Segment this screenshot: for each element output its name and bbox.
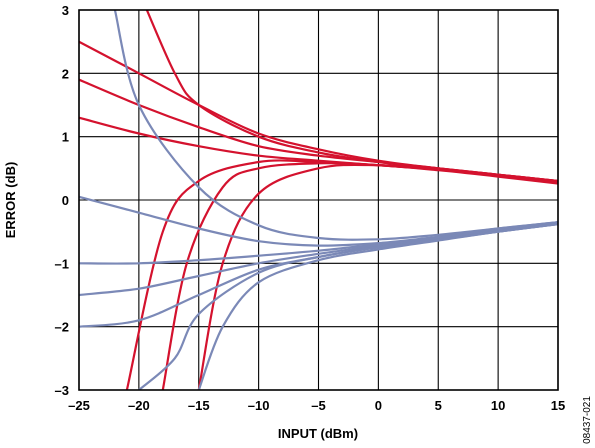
series-1-line bbox=[125, 159, 558, 390]
y-tick-label: 3 bbox=[62, 3, 69, 18]
series-2-line bbox=[79, 195, 558, 247]
x-tick-label: –20 bbox=[128, 398, 150, 413]
x-tick-label: –10 bbox=[248, 398, 270, 413]
plot-frame bbox=[78, 9, 559, 391]
x-axis-label: INPUT (dBm) bbox=[278, 426, 358, 441]
y-tick-label: 1 bbox=[62, 130, 69, 145]
x-tick-label: –5 bbox=[311, 398, 325, 413]
y-tick-label: 0 bbox=[62, 193, 69, 208]
figure-id: 08437-021 bbox=[582, 396, 593, 444]
series-1-line bbox=[79, 78, 558, 183]
y-tick-label: 2 bbox=[62, 66, 69, 81]
series-1-line bbox=[197, 163, 558, 390]
series-2-line bbox=[79, 221, 558, 297]
x-tick-label: –15 bbox=[188, 398, 210, 413]
y-axis-label: ERROR (dB) bbox=[3, 162, 18, 239]
y-tick-label: –1 bbox=[55, 256, 69, 271]
y-tick-label: –3 bbox=[55, 383, 69, 398]
x-tick-label: 15 bbox=[551, 398, 565, 413]
series-1-line bbox=[161, 162, 558, 390]
series-2-line bbox=[197, 223, 558, 390]
x-tick-label: –25 bbox=[68, 398, 90, 413]
series-1-line bbox=[145, 10, 558, 183]
x-tick-label: 10 bbox=[491, 398, 505, 413]
x-tick-label: 5 bbox=[435, 398, 442, 413]
grid-layer bbox=[78, 9, 559, 391]
y-tick-label: –2 bbox=[55, 320, 69, 335]
curve-layer bbox=[79, 10, 558, 390]
series-2-line bbox=[113, 10, 558, 241]
x-tick-label: 0 bbox=[375, 398, 382, 413]
